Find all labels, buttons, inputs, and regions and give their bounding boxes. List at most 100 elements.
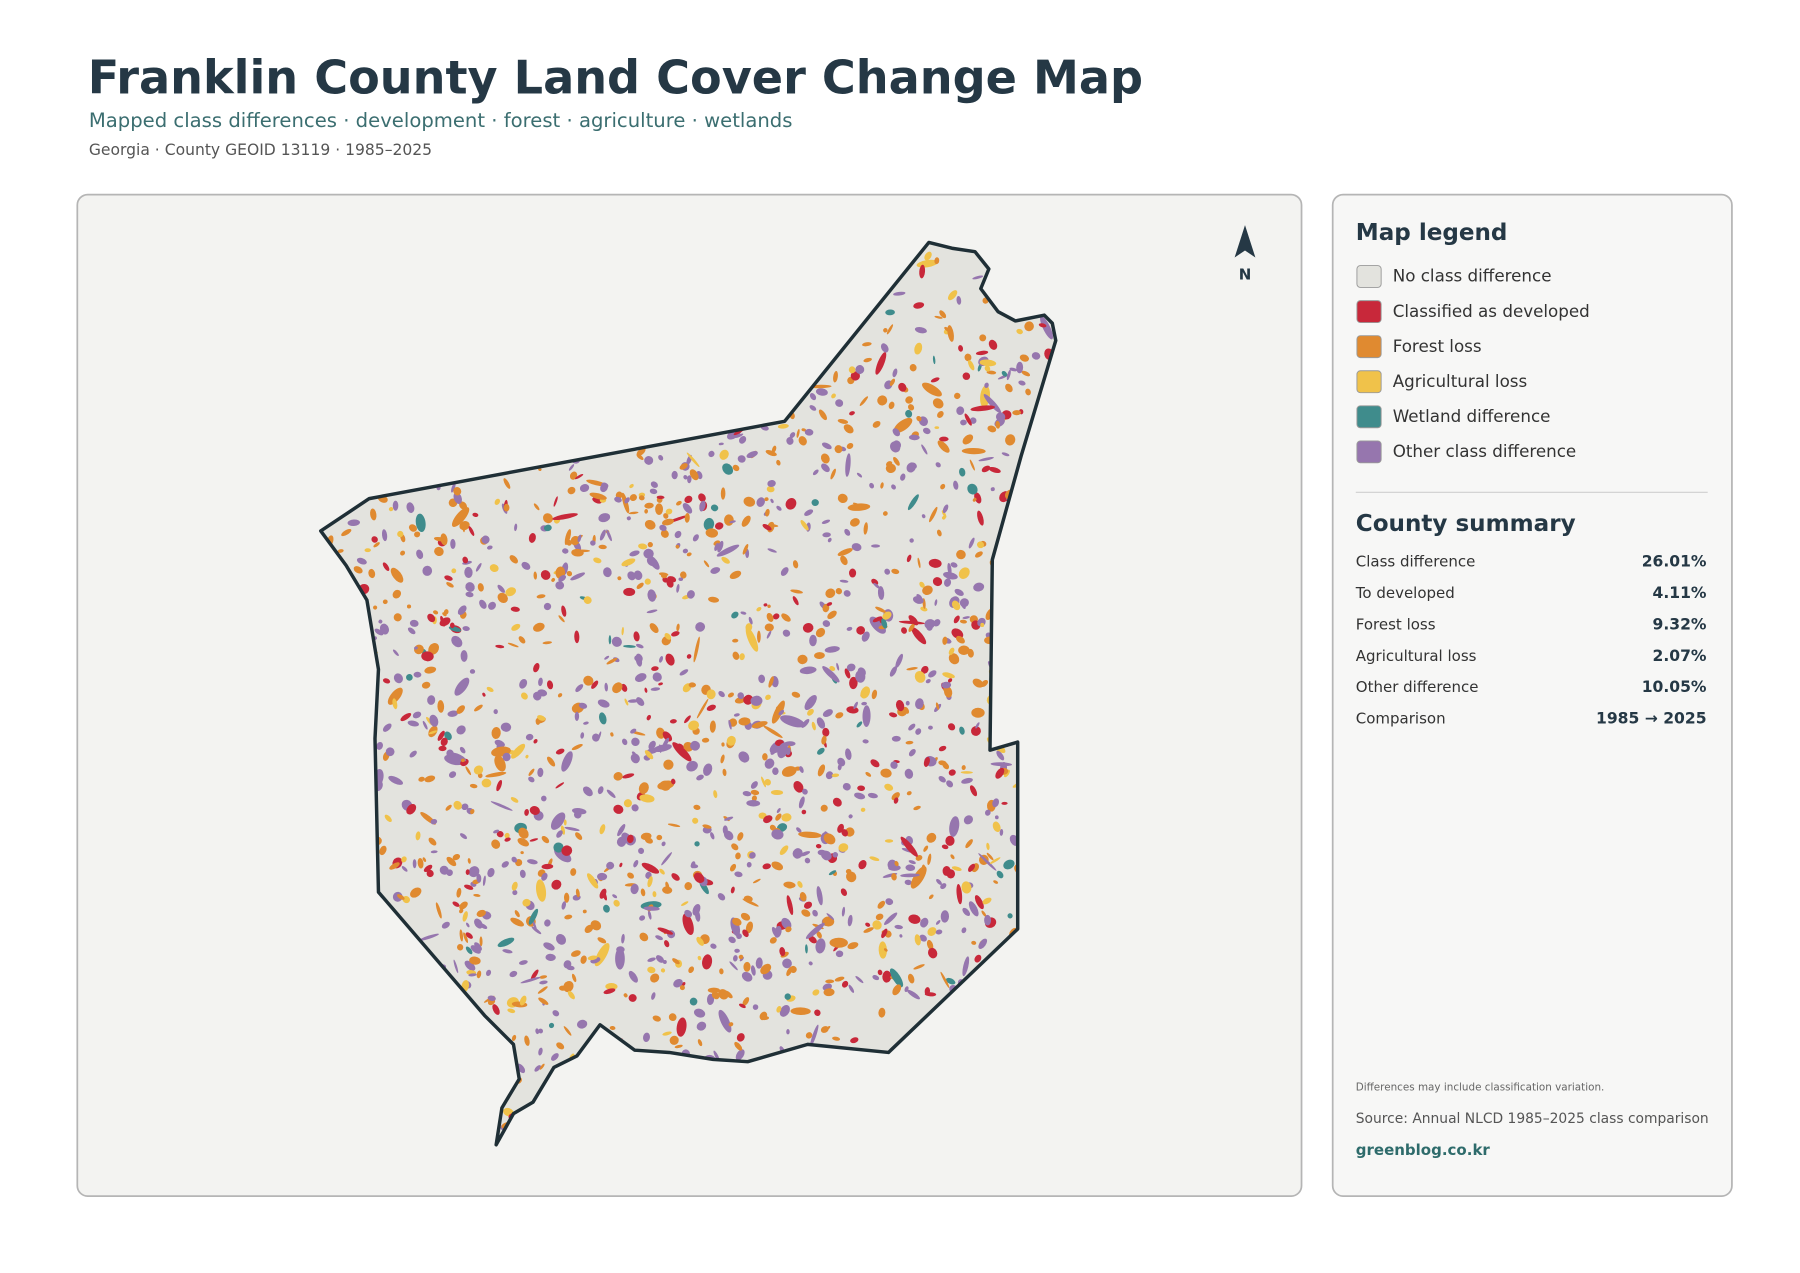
change-patch xyxy=(633,860,639,868)
change-patch xyxy=(467,858,471,864)
change-patch xyxy=(906,667,918,671)
change-patch xyxy=(849,568,857,578)
change-patch xyxy=(750,789,760,796)
change-patch xyxy=(636,697,645,706)
change-patch xyxy=(598,544,607,550)
change-patch xyxy=(510,606,520,612)
change-patch xyxy=(401,856,407,863)
change-patch xyxy=(719,449,729,460)
change-patch xyxy=(941,510,947,518)
change-patch xyxy=(738,954,744,960)
change-patch xyxy=(574,473,584,480)
change-patch xyxy=(956,296,962,305)
change-patch xyxy=(962,616,970,619)
change-patch xyxy=(908,914,921,924)
caveat: Differences may include classification v… xyxy=(1356,1082,1605,1094)
change-patch xyxy=(639,932,649,942)
change-patch xyxy=(575,832,583,840)
change-patch xyxy=(816,717,826,729)
change-patch xyxy=(511,1034,517,1041)
change-patch xyxy=(652,672,662,682)
change-patch xyxy=(802,788,808,795)
change-patch xyxy=(558,574,567,582)
change-patch xyxy=(935,920,941,925)
change-patch xyxy=(891,873,897,881)
change-patch xyxy=(964,413,972,426)
change-patch xyxy=(713,790,718,799)
change-patch xyxy=(960,601,966,609)
change-patch xyxy=(869,482,875,489)
change-patch xyxy=(922,382,942,397)
change-patch xyxy=(750,695,763,706)
change-patch xyxy=(884,568,891,575)
summary-label: Agricultural loss xyxy=(1356,647,1477,665)
change-patch xyxy=(776,1005,782,1013)
change-patch xyxy=(424,666,437,674)
change-patch xyxy=(659,780,671,791)
change-patch xyxy=(382,599,388,605)
change-patch xyxy=(583,675,594,686)
change-patch xyxy=(932,577,943,587)
change-patch xyxy=(963,815,974,825)
change-patch xyxy=(735,1049,745,1061)
change-patch xyxy=(851,543,862,552)
change-patch xyxy=(556,1042,565,1050)
summary-label: Comparison xyxy=(1356,710,1446,728)
change-patch xyxy=(908,749,916,757)
change-patch xyxy=(805,922,825,939)
change-patch xyxy=(908,615,919,626)
change-patch xyxy=(732,638,739,643)
change-patch xyxy=(948,769,956,776)
change-patch xyxy=(828,870,837,876)
change-patch xyxy=(706,704,716,711)
change-patch xyxy=(781,917,792,930)
change-patch xyxy=(684,882,693,891)
change-patch xyxy=(984,365,991,372)
change-patch xyxy=(718,442,724,446)
change-patch xyxy=(681,901,689,906)
change-patch xyxy=(872,974,880,981)
change-patch xyxy=(921,514,926,519)
change-patch xyxy=(912,596,924,604)
change-patch xyxy=(973,582,985,592)
change-patch xyxy=(829,665,836,671)
change-patch xyxy=(497,584,505,593)
change-patch xyxy=(421,681,431,689)
change-patch xyxy=(930,377,940,383)
change-patch xyxy=(660,968,666,973)
change-patch xyxy=(519,869,526,878)
change-patch xyxy=(905,740,914,745)
change-patch xyxy=(743,895,753,902)
change-patch xyxy=(856,721,863,728)
change-patch xyxy=(717,540,724,553)
change-patch xyxy=(479,936,483,947)
change-patch xyxy=(678,577,684,581)
change-patch xyxy=(881,928,888,939)
change-patch xyxy=(636,582,644,590)
change-patch xyxy=(406,803,417,815)
change-patch xyxy=(938,745,947,752)
change-patch xyxy=(920,606,928,612)
change-patch xyxy=(950,562,958,568)
change-patch xyxy=(452,901,460,907)
change-patch xyxy=(610,732,614,737)
change-patch xyxy=(692,817,699,824)
change-patch xyxy=(451,635,463,648)
change-patch xyxy=(433,536,446,542)
side-panel xyxy=(1331,193,1733,1197)
change-patch xyxy=(845,748,852,761)
change-patch xyxy=(392,649,399,656)
change-patch xyxy=(793,781,804,793)
change-patch xyxy=(843,424,854,434)
change-patch xyxy=(895,653,903,668)
change-patch xyxy=(482,692,486,697)
change-patch xyxy=(870,759,880,768)
change-patch xyxy=(861,631,870,642)
change-patch xyxy=(529,806,540,815)
change-patch xyxy=(834,445,843,454)
change-patch xyxy=(729,570,742,579)
change-patch xyxy=(822,620,831,627)
change-patch xyxy=(542,641,552,645)
change-patch xyxy=(619,862,623,868)
change-patch xyxy=(751,795,757,802)
